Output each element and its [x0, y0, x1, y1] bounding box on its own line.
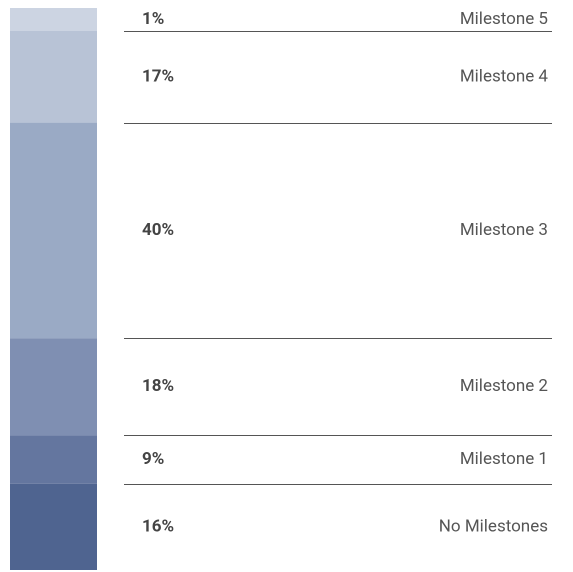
value-label: 16%	[142, 516, 174, 536]
category-label: Milestone 4	[460, 66, 549, 86]
value-label: 17%	[142, 66, 174, 86]
category-label: No Milestones	[439, 516, 548, 536]
category-label: Milestone 5	[460, 9, 548, 29]
segment	[10, 8, 97, 31]
category-label: Milestone 1	[460, 449, 548, 469]
category-label: Milestone 3	[460, 220, 548, 240]
segment	[10, 122, 97, 339]
segment	[10, 483, 97, 570]
value-label: 40%	[142, 220, 174, 240]
value-label: 1%	[142, 9, 164, 29]
value-label: 18%	[142, 376, 174, 396]
category-label: Milestone 2	[460, 376, 548, 396]
segment	[10, 435, 97, 484]
segment	[10, 31, 97, 123]
segment	[10, 338, 97, 436]
value-label: 9%	[142, 449, 164, 469]
